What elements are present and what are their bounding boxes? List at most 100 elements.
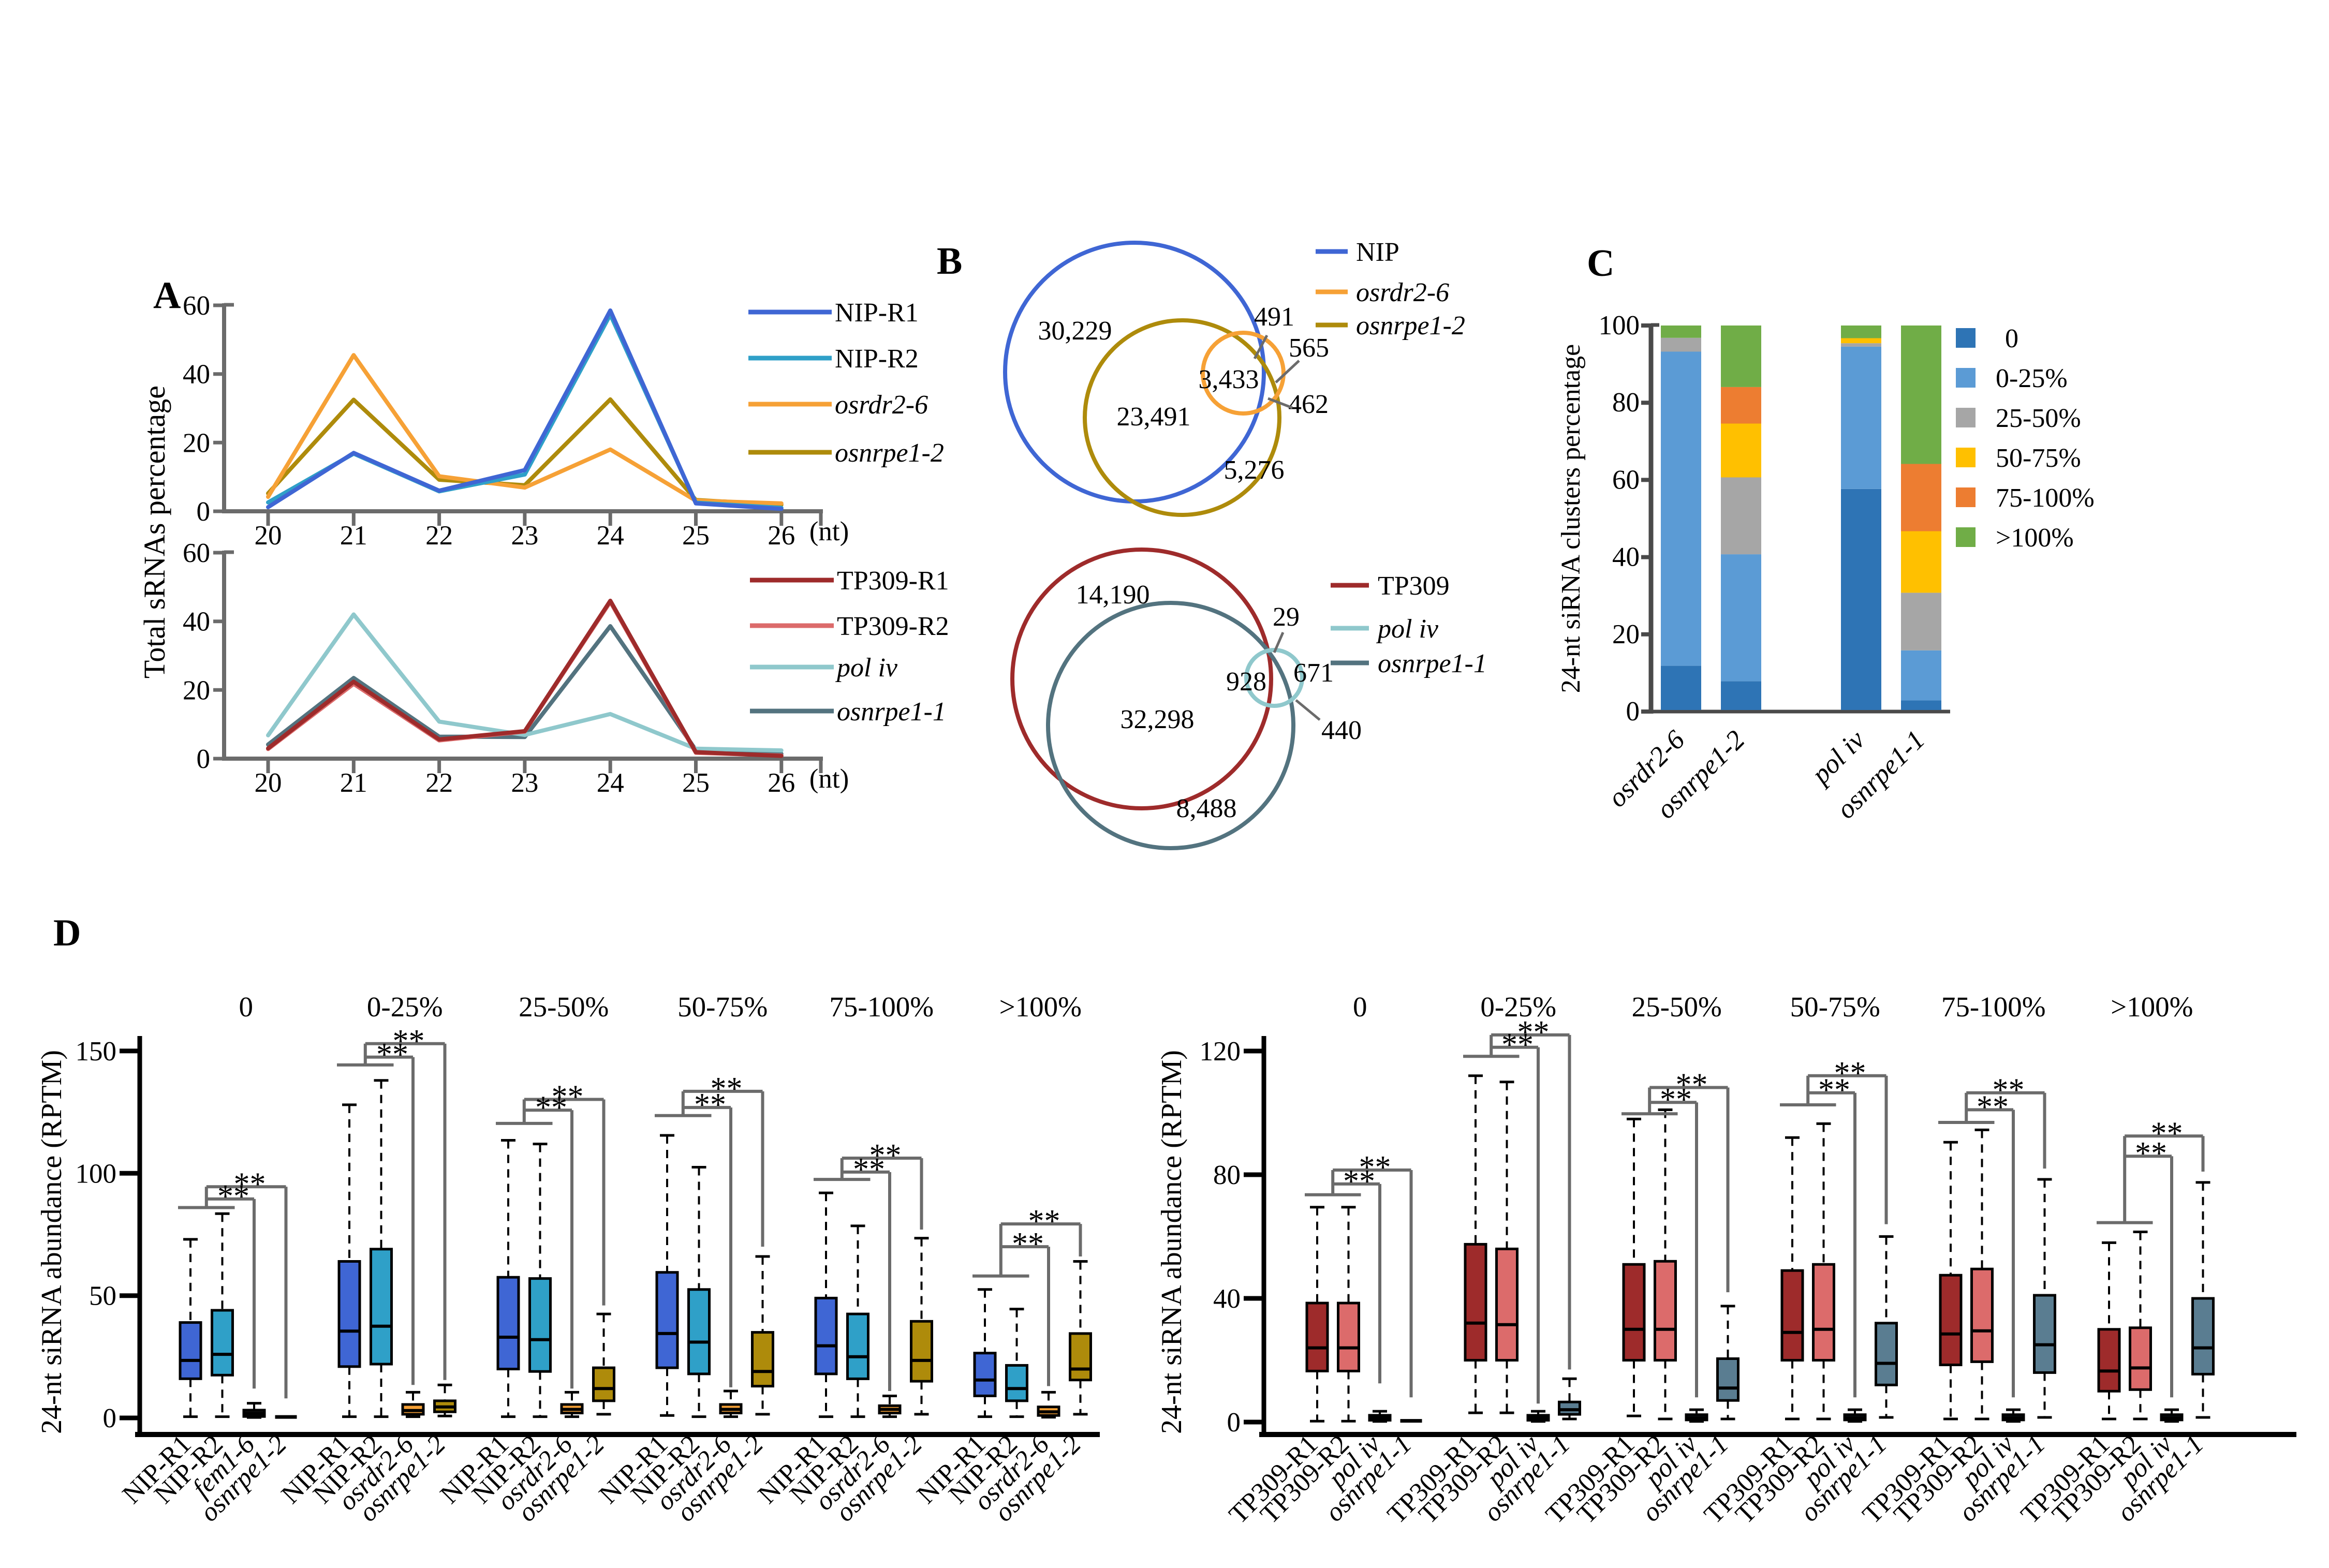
svg-text:NIP-R2: NIP-R2 [835,344,919,374]
svg-text:0: 0 [1626,697,1640,727]
svg-text:A: A [153,274,181,317]
svg-text:5,276: 5,276 [1224,455,1285,485]
svg-text:32,298: 32,298 [1121,705,1195,734]
svg-text:(nt): (nt) [809,516,849,546]
svg-text:40: 40 [1213,1284,1241,1314]
svg-text:0: 0 [1353,991,1367,1023]
svg-text:NIP: NIP [1356,238,1399,267]
svg-text:8,488: 8,488 [1176,794,1237,823]
svg-text:21: 21 [340,521,367,551]
svg-text:**: ** [234,1166,266,1202]
svg-text:**: ** [1501,1027,1534,1062]
svg-text:osnrpe1-2: osnrpe1-2 [1356,311,1465,341]
svg-text:23,491: 23,491 [1117,402,1191,432]
svg-text:26: 26 [768,768,795,798]
svg-text:150: 150 [76,1037,117,1067]
svg-text:20: 20 [183,675,210,705]
svg-text:22: 22 [425,768,453,798]
svg-text:40: 40 [183,607,210,637]
svg-text:**: ** [853,1152,885,1187]
svg-text:75-100%: 75-100% [1996,483,2095,513]
svg-text:50: 50 [89,1281,116,1311]
svg-text:3,433: 3,433 [1199,365,1259,394]
svg-text:120: 120 [1200,1037,1241,1067]
svg-text:29: 29 [1273,602,1300,632]
svg-text:0: 0 [197,497,211,527]
svg-text:928: 928 [1226,667,1266,697]
svg-text:25-50%: 25-50% [519,991,609,1023]
svg-text:**: ** [1818,1073,1850,1108]
svg-text:**: ** [1012,1226,1044,1262]
svg-text:25-50%: 25-50% [1996,404,2081,433]
svg-text:24-nt siRNA clusters percentag: 24-nt siRNA clusters percentage [1556,344,1586,693]
svg-text:0-25%: 0-25% [1996,364,2068,393]
svg-text:**: ** [552,1079,584,1115]
svg-text:0: 0 [2005,324,2018,353]
svg-text:20: 20 [255,768,282,798]
svg-text:Total sRNAs percentage: Total sRNAs percentage [138,386,171,678]
svg-text:22: 22 [425,521,453,551]
svg-text:osnrpe1-1: osnrpe1-1 [1378,649,1487,678]
svg-text:25: 25 [682,521,710,551]
svg-text:0: 0 [1227,1408,1241,1438]
svg-text:**: ** [1028,1204,1060,1239]
svg-text:491: 491 [1254,302,1294,332]
svg-text:>100%: >100% [999,991,1082,1023]
svg-text:20: 20 [255,521,282,551]
svg-text:**: ** [1343,1164,1375,1199]
svg-text:(nt): (nt) [809,764,849,794]
svg-text:**: ** [1977,1090,2009,1125]
svg-text:osnrpe1-2: osnrpe1-2 [835,438,944,468]
svg-text:0-25%: 0-25% [367,991,443,1023]
svg-text:C: C [1587,242,1614,285]
svg-text:100: 100 [1599,310,1640,341]
svg-text:**: ** [869,1138,902,1173]
svg-text:20: 20 [1612,619,1640,649]
svg-text:60: 60 [183,538,210,568]
svg-text:75-100%: 75-100% [829,991,934,1023]
svg-text:**: ** [2135,1136,2167,1171]
svg-text:TP309-R2: TP309-R2 [837,612,949,641]
svg-text:TP309: TP309 [1378,571,1450,601]
svg-text:>100%: >100% [2111,991,2193,1023]
svg-text:pol iv: pol iv [1376,614,1439,644]
svg-text:**: ** [1676,1068,1708,1103]
svg-text:TP309-R1: TP309-R1 [837,566,949,596]
svg-text:D: D [53,912,81,954]
svg-text:23: 23 [511,768,538,798]
svg-text:**: ** [694,1087,726,1122]
svg-text:462: 462 [1288,390,1329,419]
svg-text:**: ** [711,1071,743,1106]
svg-text:20: 20 [183,428,210,458]
svg-text:24: 24 [597,521,624,551]
svg-text:23: 23 [511,521,538,551]
svg-text:60: 60 [183,291,210,321]
svg-text:40: 40 [1612,542,1640,572]
svg-text:**: ** [1834,1056,1866,1091]
svg-text:osrdr2-6: osrdr2-6 [1356,278,1449,307]
svg-text:440: 440 [1321,716,1362,745]
svg-text:0: 0 [103,1403,117,1433]
svg-text:osrdr2-6: osrdr2-6 [835,390,928,420]
svg-text:**: ** [393,1024,425,1059]
svg-text:75-100%: 75-100% [1941,991,2046,1023]
svg-text:25: 25 [682,768,710,798]
svg-text:100: 100 [76,1159,117,1189]
svg-text:**: ** [1517,1015,1550,1050]
svg-text:50-75%: 50-75% [677,991,768,1023]
svg-text:50-75%: 50-75% [1790,991,1880,1023]
svg-text:**: ** [1993,1073,2025,1108]
svg-text:24-nt siRNA abundance (RPTM): 24-nt siRNA abundance (RPTM) [36,1050,68,1434]
svg-text:24-nt siRNA abundance (RPTM): 24-nt siRNA abundance (RPTM) [1156,1050,1188,1434]
svg-text:25-50%: 25-50% [1632,991,1722,1023]
svg-text:osnrpe1-1: osnrpe1-1 [837,697,946,727]
svg-text:24: 24 [597,768,624,798]
svg-text:0: 0 [239,991,254,1023]
svg-text:50-75%: 50-75% [1996,443,2081,473]
svg-text:60: 60 [1612,465,1640,495]
svg-text:14,190: 14,190 [1076,580,1150,610]
svg-text:30,229: 30,229 [1038,316,1112,346]
svg-text:>100%: >100% [1996,523,2074,553]
svg-text:**: ** [376,1037,408,1072]
svg-text:21: 21 [340,768,367,798]
